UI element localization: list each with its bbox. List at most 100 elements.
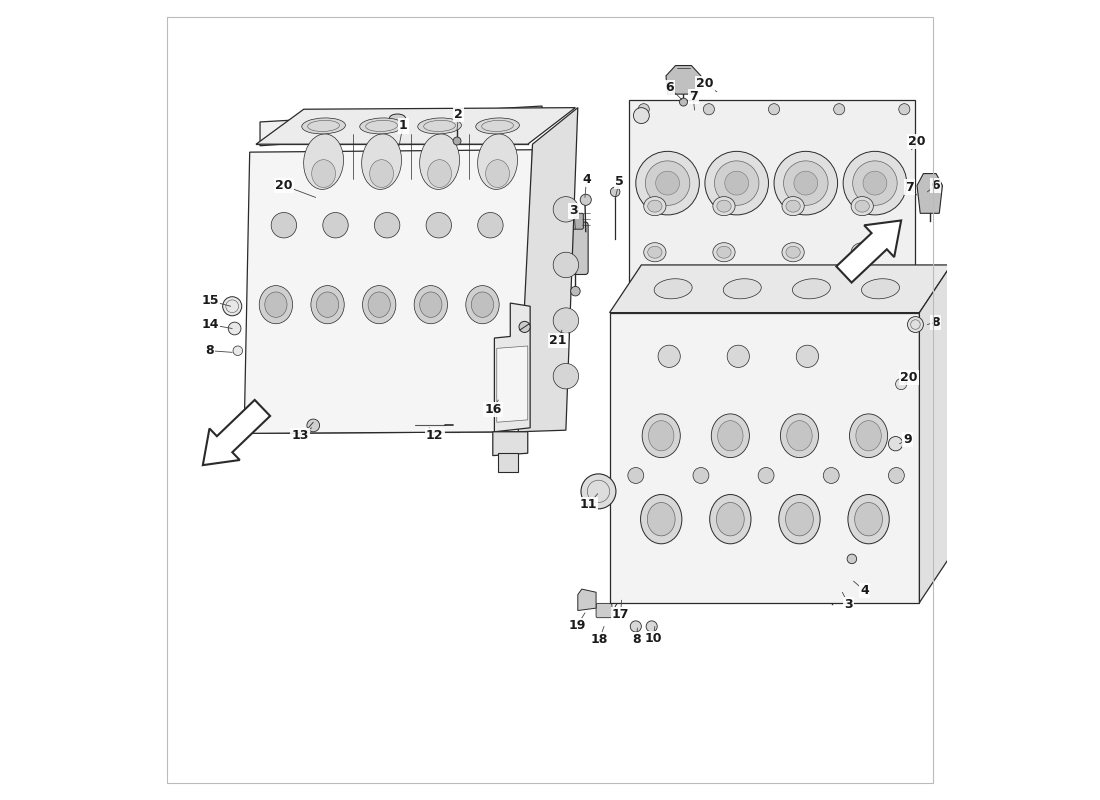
Text: 20: 20	[909, 135, 926, 148]
Ellipse shape	[855, 502, 882, 536]
Circle shape	[307, 419, 320, 432]
Polygon shape	[494, 303, 530, 432]
Text: 5: 5	[615, 175, 624, 188]
Ellipse shape	[370, 160, 394, 187]
Circle shape	[630, 621, 641, 632]
Circle shape	[847, 554, 857, 564]
Ellipse shape	[710, 494, 751, 544]
Ellipse shape	[648, 246, 662, 258]
Circle shape	[693, 467, 708, 483]
Circle shape	[834, 104, 845, 114]
Circle shape	[322, 213, 349, 238]
Ellipse shape	[265, 292, 287, 318]
FancyArrow shape	[202, 400, 271, 465]
Circle shape	[426, 213, 451, 238]
Circle shape	[638, 104, 649, 114]
Circle shape	[638, 267, 649, 278]
Ellipse shape	[654, 278, 692, 299]
Ellipse shape	[786, 421, 812, 451]
Ellipse shape	[362, 134, 402, 190]
Ellipse shape	[415, 286, 448, 324]
Text: 8: 8	[206, 344, 214, 358]
Circle shape	[453, 137, 461, 145]
Ellipse shape	[649, 421, 674, 451]
Circle shape	[794, 171, 817, 195]
Circle shape	[646, 161, 690, 206]
Circle shape	[628, 467, 643, 483]
Ellipse shape	[360, 118, 404, 134]
FancyBboxPatch shape	[596, 603, 612, 618]
Ellipse shape	[716, 502, 745, 536]
Circle shape	[834, 267, 845, 278]
Ellipse shape	[713, 242, 735, 262]
Ellipse shape	[861, 278, 900, 299]
Ellipse shape	[779, 494, 821, 544]
FancyBboxPatch shape	[824, 536, 840, 550]
Circle shape	[636, 151, 700, 215]
Text: 11: 11	[580, 498, 597, 511]
Ellipse shape	[428, 160, 451, 187]
Ellipse shape	[642, 414, 680, 458]
Circle shape	[703, 267, 715, 278]
Circle shape	[374, 213, 400, 238]
Ellipse shape	[712, 414, 749, 458]
Ellipse shape	[260, 286, 293, 324]
FancyBboxPatch shape	[440, 422, 461, 433]
Circle shape	[233, 346, 243, 355]
Circle shape	[581, 474, 616, 509]
Ellipse shape	[648, 200, 662, 212]
Circle shape	[272, 213, 297, 238]
Text: 3: 3	[570, 205, 579, 218]
Text: 18: 18	[591, 634, 608, 646]
Circle shape	[852, 161, 898, 206]
Circle shape	[895, 378, 906, 390]
Circle shape	[774, 151, 837, 215]
Ellipse shape	[644, 242, 666, 262]
Text: 20: 20	[696, 78, 714, 90]
Circle shape	[796, 345, 818, 367]
Text: 14: 14	[201, 318, 219, 331]
Text: 12: 12	[426, 430, 443, 442]
Polygon shape	[917, 174, 943, 214]
Circle shape	[553, 308, 579, 334]
Circle shape	[703, 104, 715, 114]
Circle shape	[889, 467, 904, 483]
Text: 20: 20	[275, 179, 293, 192]
Ellipse shape	[389, 114, 406, 122]
Circle shape	[727, 345, 749, 367]
Ellipse shape	[311, 286, 344, 324]
Circle shape	[899, 267, 910, 278]
Text: 17: 17	[612, 608, 629, 621]
Ellipse shape	[848, 494, 889, 544]
Ellipse shape	[418, 118, 461, 134]
Ellipse shape	[782, 197, 804, 216]
Polygon shape	[629, 100, 915, 282]
Ellipse shape	[851, 242, 873, 262]
Circle shape	[783, 161, 828, 206]
Ellipse shape	[475, 118, 519, 134]
Text: 20: 20	[900, 371, 917, 384]
Circle shape	[769, 267, 780, 278]
FancyArrow shape	[836, 221, 901, 282]
Ellipse shape	[855, 246, 869, 258]
Ellipse shape	[368, 292, 390, 318]
Circle shape	[656, 171, 680, 195]
Text: 16: 16	[484, 403, 502, 416]
FancyBboxPatch shape	[568, 214, 583, 229]
Ellipse shape	[317, 292, 339, 318]
Polygon shape	[518, 108, 578, 432]
Polygon shape	[920, 265, 951, 602]
Ellipse shape	[640, 494, 682, 544]
Text: 7: 7	[689, 90, 697, 103]
Circle shape	[844, 151, 906, 215]
Polygon shape	[666, 66, 701, 94]
Ellipse shape	[717, 246, 732, 258]
Ellipse shape	[856, 421, 881, 451]
Text: 13: 13	[292, 430, 308, 442]
Circle shape	[553, 197, 579, 222]
Ellipse shape	[723, 278, 761, 299]
Ellipse shape	[792, 278, 830, 299]
Ellipse shape	[301, 118, 345, 134]
Ellipse shape	[486, 160, 509, 187]
Circle shape	[715, 161, 759, 206]
